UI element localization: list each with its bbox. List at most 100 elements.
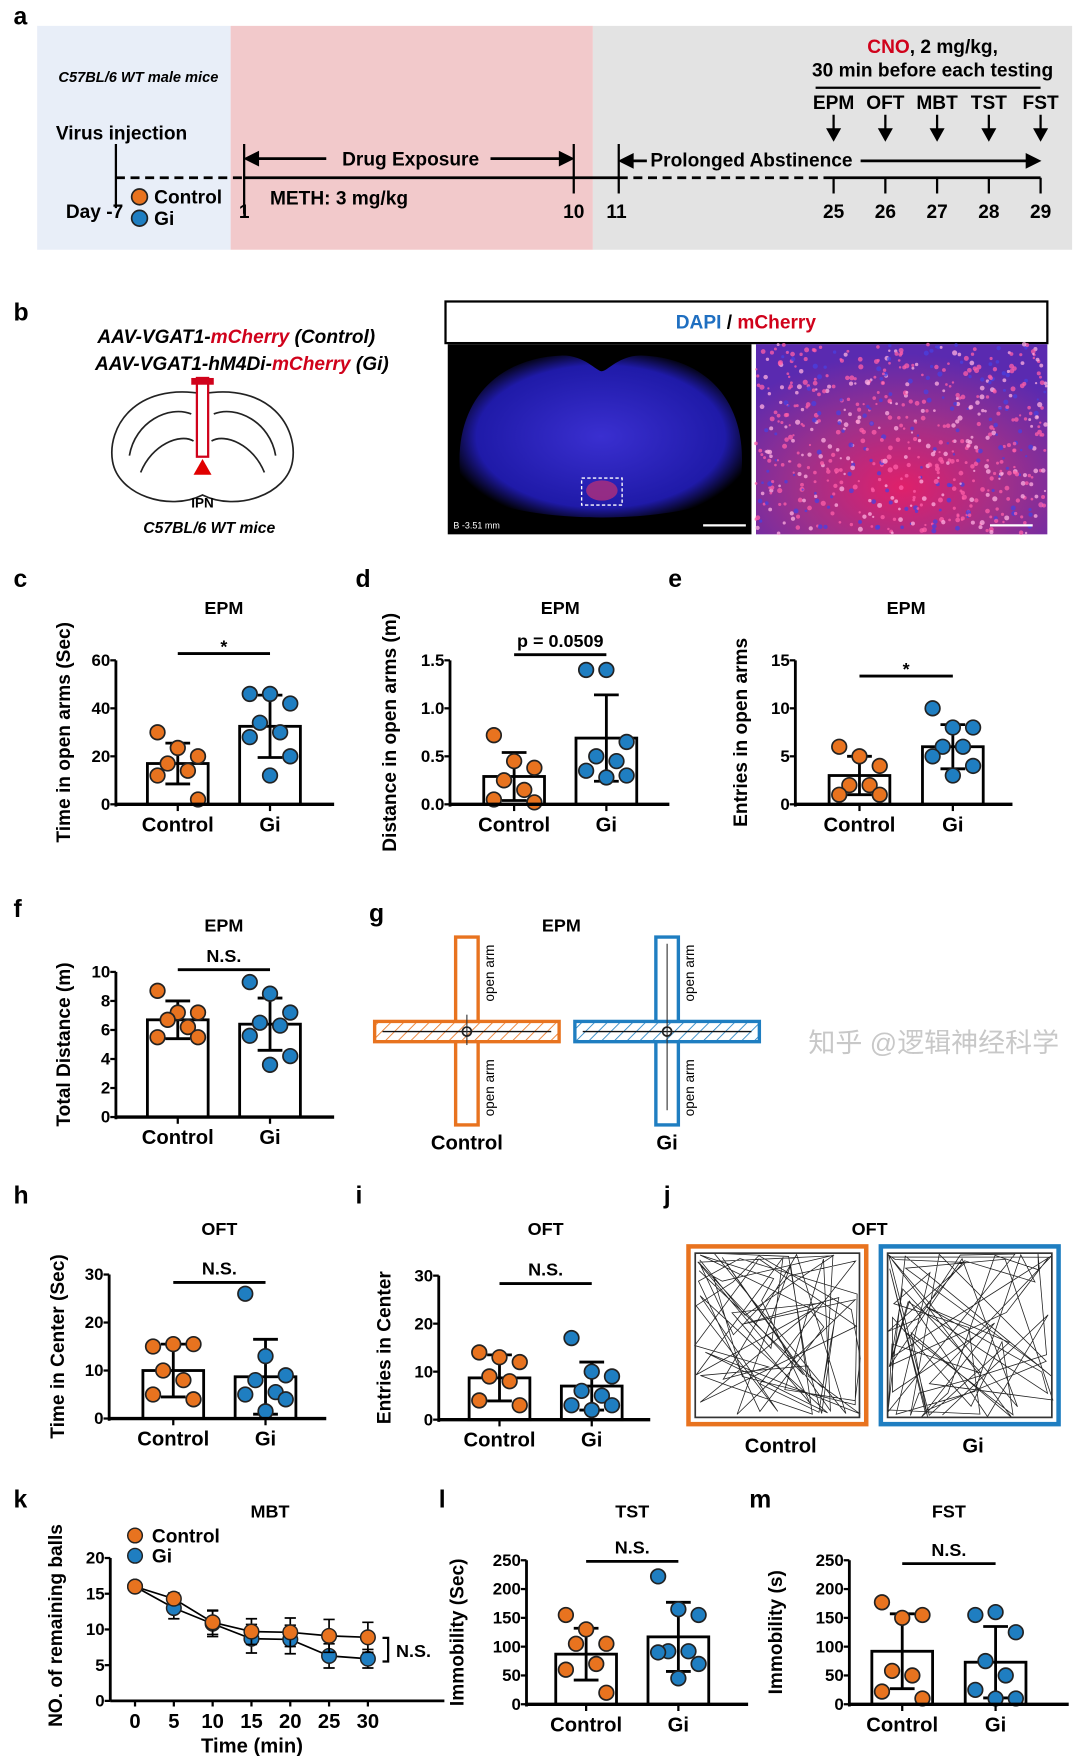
cell-dot — [901, 403, 905, 407]
category-label: Gi — [259, 814, 280, 836]
cell-dot — [924, 523, 927, 527]
data-point — [924, 700, 941, 717]
cell-dot — [888, 343, 892, 348]
cell-dot — [877, 502, 883, 508]
cell-dot — [999, 469, 1003, 473]
test-label-oft: OFT — [866, 93, 905, 114]
y-tick-label: 4 — [101, 1050, 111, 1069]
cell-dot — [782, 521, 786, 525]
track-trace — [887, 1253, 1054, 1418]
cell-dot — [1029, 482, 1034, 487]
data-point — [577, 762, 595, 779]
cell-dot — [942, 389, 946, 393]
cell-dot — [879, 438, 884, 442]
chart-title: OFT — [528, 1219, 564, 1239]
test-label-tst: TST — [971, 93, 1007, 114]
cell-dot — [785, 412, 790, 417]
open-arm-bottom — [453, 1039, 480, 1127]
data-point — [851, 748, 868, 765]
cell-dot — [1024, 531, 1028, 535]
cell-dot — [888, 445, 893, 451]
cell-dot — [801, 488, 804, 491]
cell-dot — [866, 404, 870, 409]
data-point — [557, 1606, 575, 1624]
cell-dot — [817, 392, 821, 397]
ipn-signal — [586, 480, 618, 501]
data-point — [1007, 1624, 1024, 1641]
cell-dot — [852, 484, 858, 490]
cell-dot — [910, 431, 914, 434]
cell-dot — [926, 342, 930, 347]
y-tick-label: 1.0 — [421, 699, 444, 718]
cell-dot — [946, 461, 950, 465]
cell-dot — [921, 496, 927, 501]
cell-dot — [770, 485, 775, 490]
significance-label: N.S. — [528, 1260, 563, 1280]
data-point — [185, 1335, 202, 1353]
cell-dot — [998, 406, 1003, 411]
cell-dot — [963, 371, 969, 377]
virus-control-label: AAV-VGAT1-mCherry (Control) — [96, 327, 375, 348]
chart-c: EPM Time in open arms (Sec) 0 20 40 60 Control… — [54, 598, 335, 843]
cell-dot — [832, 492, 836, 496]
data-point — [841, 776, 858, 794]
cell-dot — [932, 519, 938, 524]
data-point — [649, 1568, 667, 1585]
cell-dot — [933, 450, 936, 454]
cell-dot — [923, 350, 929, 356]
ipn-target — [193, 458, 212, 475]
cell-dot — [795, 525, 801, 530]
cell-dot — [817, 524, 823, 530]
cell-dot — [1002, 520, 1005, 524]
cell-dot — [914, 421, 918, 424]
cell-dot — [942, 424, 947, 428]
cell-dot — [989, 530, 994, 535]
control-group-label: Control — [154, 188, 222, 209]
category-label: Control — [478, 814, 550, 836]
data-point — [175, 1371, 192, 1389]
cell-dot — [1018, 530, 1024, 535]
cell-dot — [1032, 352, 1035, 356]
cell-dot — [941, 520, 946, 525]
cell-dot — [941, 396, 945, 399]
cell-dot — [987, 489, 990, 492]
y-tick-label: 20 — [92, 747, 111, 766]
cell-dot — [1034, 494, 1039, 499]
cell-dot — [917, 455, 920, 459]
cell-dot — [1034, 382, 1038, 385]
cell-dot — [872, 515, 875, 519]
category-label: Control — [464, 1430, 536, 1452]
y-tick-label: 1.5 — [421, 651, 444, 670]
cell-dot — [781, 342, 786, 347]
cell-dot — [980, 377, 985, 382]
cell-dot — [1032, 356, 1036, 360]
chart-m: FST Immobility (s) 0 50 100 150 200 250 Control G… — [766, 1502, 1069, 1736]
data-point — [526, 759, 543, 776]
cell-dot — [947, 458, 952, 462]
cell-dot — [795, 404, 799, 408]
cell-dot — [834, 503, 839, 507]
cell-dot — [870, 525, 874, 528]
cell-dot — [888, 349, 891, 352]
cell-dot — [773, 347, 777, 351]
cell-dot — [919, 479, 924, 484]
cell-dot — [910, 426, 915, 431]
data-point — [165, 1335, 182, 1353]
cell-dot — [868, 512, 872, 516]
legend-label: Gi — [152, 1547, 172, 1568]
cell-dot — [913, 437, 918, 442]
chart-d: EPM Distance in open arms (m) 0.0 0.5 1.0 1.5… — [380, 598, 670, 852]
epm-maze-gi: open arm open arm Gi — [573, 935, 762, 1155]
cell-dot — [989, 425, 994, 430]
cell-dot — [932, 447, 937, 451]
cell-dot — [788, 434, 793, 440]
cell-dot — [1033, 468, 1039, 474]
cell-dot — [1000, 512, 1005, 516]
cell-dot — [1020, 361, 1025, 366]
cell-dot — [1004, 485, 1010, 491]
cell-dot — [850, 465, 855, 471]
cell-dot — [1022, 381, 1027, 386]
data-point — [964, 719, 982, 736]
cell-dot — [839, 457, 842, 460]
cell-dot — [812, 363, 818, 369]
